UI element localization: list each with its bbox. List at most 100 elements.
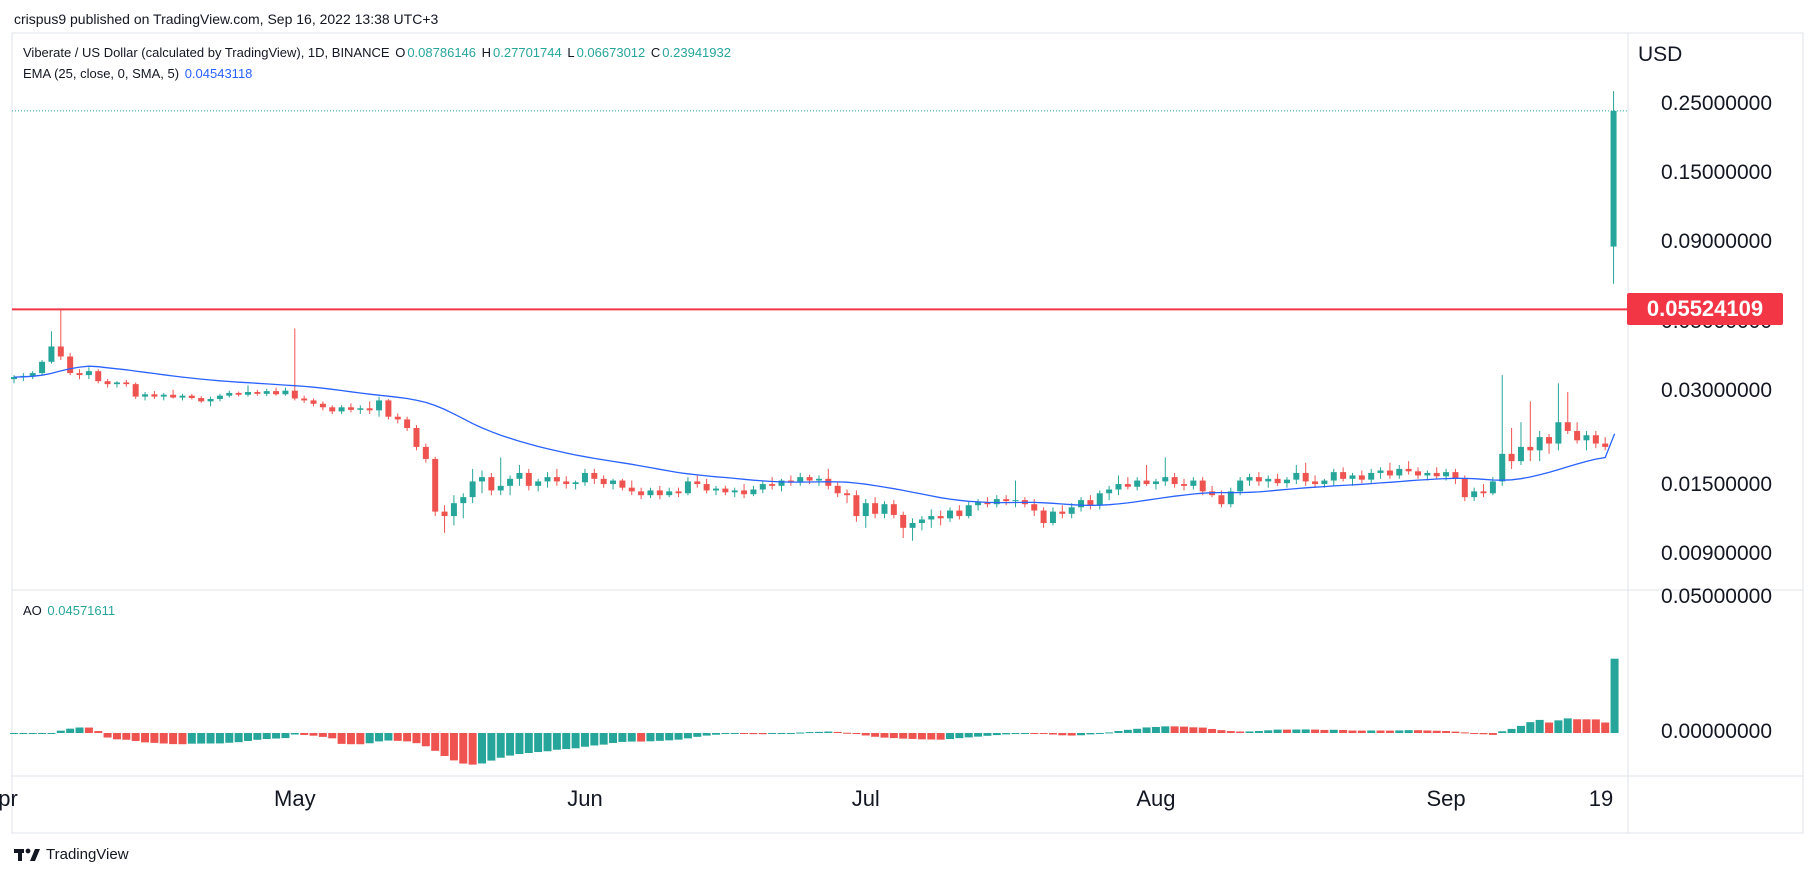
candle	[1368, 468, 1375, 484]
ao-bar	[712, 733, 720, 735]
ao-bar	[300, 733, 309, 735]
candle	[1218, 490, 1225, 508]
horizontal-line-price-badge[interactable]: 0.05524109	[1627, 293, 1783, 326]
candle-body	[675, 491, 682, 494]
candle-body	[441, 511, 448, 517]
candle-body	[1143, 480, 1150, 485]
ao-bar	[889, 733, 898, 739]
open-value: 0.08786146	[407, 45, 477, 60]
candle-body	[890, 504, 897, 515]
currency-label: USD	[1638, 43, 1683, 66]
ao-bar	[1292, 729, 1301, 733]
candle-body	[76, 373, 83, 376]
candle	[1106, 485, 1113, 501]
candle-body	[947, 510, 953, 519]
last-candle	[12, 91, 1628, 284]
ao-bar	[169, 733, 178, 745]
candle-body	[301, 398, 308, 401]
candle	[947, 507, 953, 522]
time-label: Aug	[1136, 786, 1176, 811]
ao-bar	[974, 733, 983, 737]
ao-bar	[178, 733, 187, 745]
ao-bar	[197, 733, 206, 744]
candle	[1181, 478, 1187, 491]
candle	[1415, 467, 1421, 479]
candle	[834, 481, 841, 498]
candle-body	[310, 400, 317, 404]
candle	[1480, 484, 1487, 498]
candle	[301, 395, 308, 403]
ao-bar	[38, 733, 47, 734]
ao-bar	[730, 733, 739, 734]
ao-bar	[328, 733, 337, 739]
price-tick: 0.25000000	[1661, 92, 1772, 115]
candle	[432, 456, 439, 517]
ao-bar	[749, 733, 758, 735]
candle-body	[1040, 510, 1047, 524]
ao-bar	[1282, 729, 1291, 733]
ao-bar	[1320, 729, 1329, 733]
candle-body	[1396, 468, 1403, 476]
candle	[1396, 464, 1403, 479]
ao-bar	[19, 733, 28, 734]
candle-body	[57, 346, 64, 357]
candle	[39, 360, 46, 376]
candle-body	[984, 502, 991, 505]
candle-body	[1106, 489, 1113, 494]
ao-bar	[141, 733, 150, 743]
ao-bar	[674, 733, 683, 740]
candle-body	[1059, 511, 1066, 514]
candle-body	[67, 356, 74, 374]
candle-body	[1246, 477, 1253, 481]
ao-bar	[1245, 731, 1254, 733]
candle	[610, 478, 617, 490]
ao-bar	[571, 733, 580, 749]
candle	[67, 353, 74, 376]
ao-bar	[318, 733, 327, 737]
candle-body	[666, 491, 673, 496]
candle	[1246, 473, 1253, 486]
candle-body	[413, 427, 420, 447]
candle	[1078, 497, 1085, 512]
candle-body	[198, 398, 205, 402]
ao-bar	[796, 732, 805, 734]
candle	[263, 388, 270, 397]
ao-bar	[917, 733, 926, 740]
candle-body	[900, 514, 907, 528]
candle-body	[628, 487, 635, 492]
candle	[479, 470, 485, 494]
ao-bar	[1591, 719, 1600, 733]
candle	[1546, 434, 1553, 454]
candle-body	[1602, 443, 1609, 447]
candle	[1405, 461, 1412, 475]
candle	[1508, 427, 1515, 469]
candle	[357, 405, 364, 415]
candle	[366, 401, 373, 415]
ao-bar	[1236, 731, 1245, 733]
candle	[965, 501, 972, 519]
ao-bar	[375, 733, 384, 742]
candle	[1499, 375, 1506, 486]
ao-bar	[1498, 731, 1507, 733]
ao-bar	[1357, 730, 1366, 733]
candle	[497, 457, 504, 496]
candle-body	[95, 371, 102, 382]
ao-bar	[290, 733, 299, 735]
candle	[235, 391, 242, 397]
candle	[113, 381, 120, 388]
candle	[376, 396, 383, 417]
candle	[95, 369, 102, 384]
ao-bar	[234, 733, 243, 743]
tradingview-logo[interactable]: TradingView	[14, 846, 129, 863]
ao-bar	[1039, 733, 1048, 734]
candle	[825, 468, 832, 490]
ao-bar	[562, 733, 571, 750]
ao-bar	[824, 731, 833, 733]
candle-body	[123, 382, 130, 385]
candle	[1574, 422, 1581, 444]
candle	[1424, 470, 1431, 481]
candle	[815, 475, 822, 486]
ao-bar	[777, 733, 786, 734]
ao-bar	[1151, 726, 1160, 733]
